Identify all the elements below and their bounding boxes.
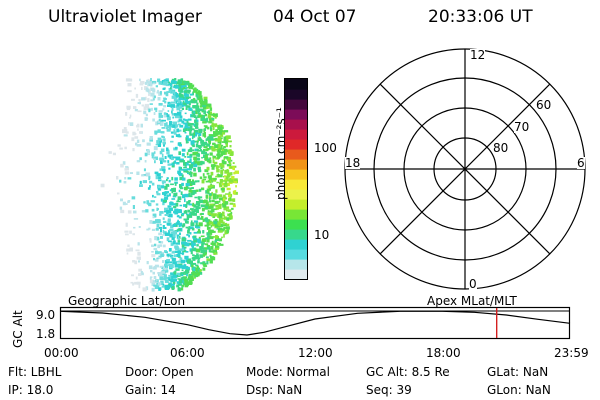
info-glat: GLat: NaN (487, 365, 549, 379)
info-dsp: Dsp: NaN (246, 383, 303, 397)
colorbar-segment (285, 239, 307, 250)
timeline-ylabel: GC Alt (11, 310, 25, 348)
info-gain: Gain: 14 (125, 383, 176, 397)
aurora-speckles (100, 78, 239, 292)
date-label: 04 Oct 07 (273, 7, 357, 27)
lat-label-70: 70 (514, 120, 530, 134)
polar-diag-2 (379, 83, 551, 255)
timeline-right-caption: Apex MLat/MLT (427, 294, 517, 308)
timeline-xtick-0600: 06:00 (170, 346, 205, 360)
app-title: Ultraviolet Imager (48, 7, 202, 27)
info-door: Door: Open (125, 365, 194, 379)
timeline-xtick-1800: 18:00 (426, 346, 461, 360)
colorbar-segment (285, 209, 307, 220)
info-ip: IP: 18.0 (8, 383, 54, 397)
timeline-ytick-bottom: 1.8 (36, 327, 56, 341)
colorbar-frame (284, 78, 308, 280)
mlt-label-0: 0 (469, 277, 477, 291)
colorbar-segment (285, 79, 307, 90)
colorbar-segment (285, 269, 307, 280)
timeline-left-caption: Geographic Lat/Lon (68, 294, 186, 308)
colorbar (284, 78, 308, 280)
colorbar-segment (285, 109, 307, 120)
info-mode: Mode: Normal (246, 365, 330, 379)
colorbar-segment (285, 249, 307, 260)
altitude-curve (59, 310, 571, 336)
lat-label-60: 60 (536, 98, 552, 112)
info-gc-alt: GC Alt: 8.5 Re (366, 365, 450, 379)
colorbar-segment (285, 219, 307, 230)
auroral-image (100, 78, 239, 292)
colorbar-segment (285, 229, 307, 240)
timeline-xtick-2359: 23:59 (554, 346, 589, 360)
colorbar-segment (285, 99, 307, 110)
colorbar-segment (285, 189, 307, 200)
polar-grid (344, 48, 586, 290)
colorbar-segment (285, 139, 307, 150)
time-label: 20:33:06 UT (428, 7, 533, 27)
colorbar-tick-100: 100 (314, 141, 337, 155)
info-glon: GLon: NaN (487, 383, 551, 397)
lat-label-80: 80 (493, 141, 509, 155)
colorbar-segment (285, 149, 307, 160)
colorbar-segment (285, 89, 307, 100)
altitude-timeline (59, 306, 571, 340)
timeline-ytick-top: 9.0 (36, 308, 56, 322)
colorbar-label: photon cm⁻²s⁻¹ (274, 107, 288, 200)
timeline-xtick-1200: 12:00 (298, 346, 333, 360)
colorbar-segment (285, 179, 307, 190)
info-filter: Flt: LBHL (8, 365, 62, 379)
colorbar-segment (285, 119, 307, 130)
mlt-label-6: 6 (577, 156, 585, 170)
mlt-label-12: 12 (470, 48, 486, 62)
mlt-label-18: 18 (345, 156, 361, 170)
colorbar-segment (285, 199, 307, 210)
info-seq: Seq: 39 (366, 383, 412, 397)
colorbar-segment (285, 259, 307, 270)
timeline-frame (59, 306, 571, 340)
timeline-xtick-0000: 00:00 (44, 346, 79, 360)
colorbar-segment (285, 129, 307, 140)
colorbar-tick-10: 10 (314, 228, 330, 242)
colorbar-segment (285, 169, 307, 180)
colorbar-segment (285, 159, 307, 170)
